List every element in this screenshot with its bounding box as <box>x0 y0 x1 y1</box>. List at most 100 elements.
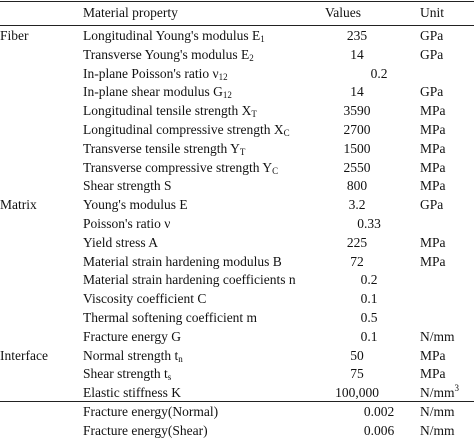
header-material-property: Material property <box>83 5 178 20</box>
table-top-rule <box>0 1 474 2</box>
property-unit: MPa <box>420 253 446 269</box>
property-value: 1500 <box>343 140 371 156</box>
property-value: 0.002 <box>363 404 395 419</box>
table-row: In-plane shear modulus G12 14 GPa <box>0 83 474 102</box>
property-subscript: 12 <box>218 71 228 82</box>
table-row: Shear strength S 800 MPa <box>0 177 474 196</box>
property-name: Shear strength S <box>83 178 172 194</box>
property-unit: MPa <box>420 140 446 156</box>
property-name: Elastic stiffness K <box>83 385 181 401</box>
group-label: Fiber <box>0 28 29 43</box>
property-subscript: s <box>167 372 172 383</box>
property-name: Material strain hardening modulus B <box>83 253 282 269</box>
property-name: Longitudinal Young's modulus E1 <box>83 28 265 44</box>
property-subscript: 2 <box>249 52 254 63</box>
property-name: Transverse compressive strength YC <box>83 159 279 176</box>
property-unit: GPa <box>420 84 444 100</box>
table-row: Longitudinal tensile strength XT 3590 MPa <box>0 102 474 121</box>
property-subscript: T <box>251 109 257 120</box>
table-row: Longitudinal compressive strength XC 2700… <box>0 121 474 140</box>
property-value: 0.2 <box>360 272 378 288</box>
table-bottom-rule <box>0 401 474 402</box>
property-value: 3590 <box>343 103 371 119</box>
property-value: 14 <box>350 46 364 62</box>
table-row: Fracture energy G 0.1 N/mm <box>0 328 474 347</box>
property-value: 800 <box>346 178 368 194</box>
property-value: 0.1 <box>360 328 378 344</box>
property-unit: MPa <box>420 347 446 363</box>
property-unit: GPa <box>420 197 444 213</box>
property-name: Material strain hardening coefficients n <box>83 272 296 288</box>
property-name: In-plane shear modulus G12 <box>83 84 232 101</box>
property-unit: GPa <box>420 46 444 62</box>
property-unit: MPa <box>420 159 446 175</box>
table-row: Transverse Young's modulus E2 14 GPa <box>0 46 474 65</box>
table-row: In-plane Poisson's ratio ν12 0.2 <box>0 65 474 84</box>
property-unit: MPa <box>420 366 446 382</box>
property-subscript: n <box>178 353 183 364</box>
property-name: Fracture energy(Normal) <box>83 404 219 419</box>
property-value: 0.5 <box>360 310 378 325</box>
property-name: Viscosity coefficient C <box>83 291 207 307</box>
property-unit: N/mm <box>420 404 455 419</box>
property-unit: MPa <box>420 178 446 194</box>
property-name: Fracture energy G <box>83 328 181 344</box>
property-subscript: 12 <box>222 90 232 101</box>
property-value: 0.006 <box>363 422 395 438</box>
property-unit: N/mm <box>420 422 455 438</box>
table-row: Viscosity coefficient C 0.1 <box>0 290 474 309</box>
property-value: 0.2 <box>370 65 388 81</box>
property-value: 100,000 <box>335 385 379 401</box>
table-header-rule <box>0 25 474 26</box>
table-row: Material strain hardening coefficients n… <box>0 271 474 290</box>
header-unit: Unit <box>420 5 445 20</box>
table-row: Transverse tensile strength YT 1500 MPa <box>0 140 474 159</box>
table-row: Matrix Young's modulus E 3.2 GPa <box>0 196 474 215</box>
property-subscript: 1 <box>260 34 265 44</box>
property-value: 2550 <box>343 159 371 175</box>
property-name: Fracture energy(Shear) <box>83 422 208 438</box>
property-unit: MPa <box>420 103 446 119</box>
property-name: Longitudinal compressive strength XC <box>83 122 290 138</box>
property-unit: GPa <box>420 28 444 43</box>
property-name: Shear strength ts <box>83 366 172 383</box>
property-name: In-plane Poisson's ratio ν12 <box>83 65 228 82</box>
property-subscript: C <box>272 165 279 176</box>
property-name: Transverse tensile strength YT <box>83 140 246 157</box>
property-subscript: T <box>239 146 246 157</box>
property-value: 3.2 <box>348 197 366 213</box>
property-unit: MPa <box>420 122 446 137</box>
table-row: Fiber Longitudinal Young's modulus E1 235 G… <box>0 27 474 46</box>
property-unit: MPa <box>420 234 446 250</box>
group-label: Matrix <box>0 197 37 213</box>
property-value: 72 <box>350 253 364 269</box>
table-row: Elastic stiffness K 100,000 N/mm3 <box>0 384 474 403</box>
unit-superscript: 3 <box>454 383 460 394</box>
property-name: Yield stress A <box>83 234 159 250</box>
table-row: Material strain hardening modulus B 72 MPa <box>0 253 474 272</box>
property-name: Young's modulus E <box>83 197 188 213</box>
property-name: Normal strength tn <box>83 347 183 364</box>
property-subscript: C <box>283 128 290 138</box>
property-name: Longitudinal tensile strength XT <box>83 103 257 120</box>
property-value: 50 <box>350 347 364 363</box>
table-row: Fracture energy(Normal) 0.002 N/mm <box>0 403 474 422</box>
property-value: 14 <box>350 84 364 100</box>
property-value: 0.1 <box>360 291 378 307</box>
property-name: Poisson's ratio ν <box>83 216 171 231</box>
group-label: Interface <box>0 347 48 363</box>
property-value: 235 <box>346 28 368 43</box>
property-name: Transverse Young's modulus E2 <box>83 46 254 63</box>
table-row: Poisson's ratio ν 0.33 <box>0 215 474 234</box>
property-unit: N/mm3 <box>420 383 460 401</box>
property-value: 0.33 <box>357 216 381 231</box>
table-row: Shear strength ts 75 MPa <box>0 365 474 384</box>
property-value: 225 <box>346 234 368 250</box>
header-values: Values <box>325 5 361 20</box>
table-row: Interface Normal strength tn 50 MPa <box>0 347 474 366</box>
property-value: 75 <box>350 366 364 382</box>
table-row: Thermal softening coefficient m 0.5 <box>0 309 474 328</box>
property-value: 2700 <box>343 122 371 137</box>
table-row: Fracture energy(Shear) 0.006 N/mm <box>0 422 474 441</box>
